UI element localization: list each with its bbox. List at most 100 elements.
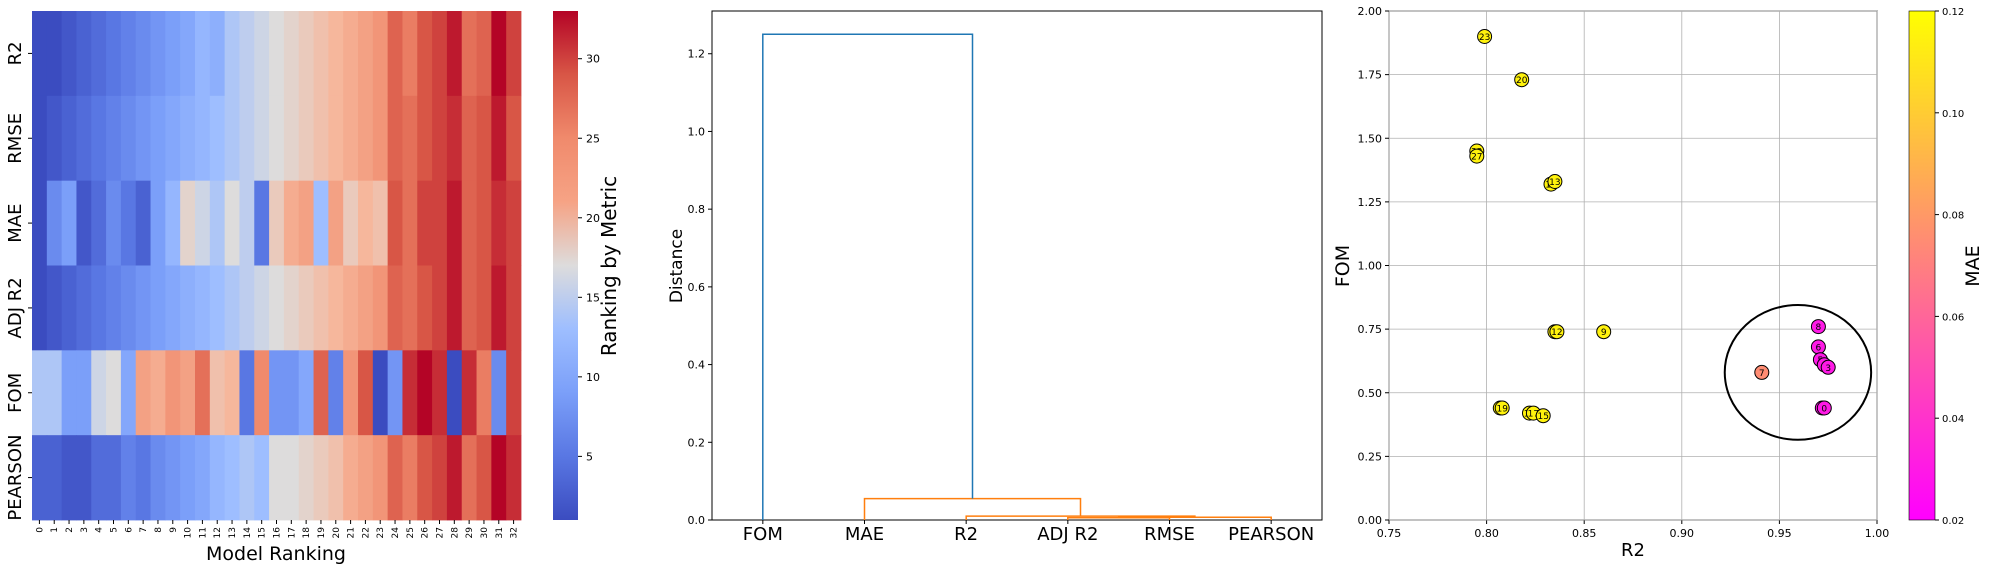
heatmap-col-label: 29 xyxy=(465,527,475,539)
heatmap-cell xyxy=(328,180,344,266)
heatmap-cell xyxy=(461,350,477,436)
heatmap-cell xyxy=(432,180,448,266)
heatmap-cell xyxy=(61,265,77,351)
scatter-point xyxy=(1549,324,1565,340)
heatmap-cell xyxy=(76,265,92,351)
heatmap-cell xyxy=(298,435,314,521)
heatmap-cell xyxy=(506,180,522,266)
scatter-point-label: 8 xyxy=(1816,323,1822,333)
scatter-colorbar-tick-label: 0.08 xyxy=(1942,211,1964,222)
heatmap-cell xyxy=(91,265,107,351)
heatmap-cell xyxy=(224,265,240,351)
heatmap-col-label: 5 xyxy=(110,527,120,533)
heatmap-cell xyxy=(150,265,166,351)
scatter-point xyxy=(1810,319,1826,335)
heatmap-cell xyxy=(61,350,77,436)
heatmap-cell xyxy=(269,350,285,436)
heatmap-cell xyxy=(402,11,418,97)
scatter-point-label: 0 xyxy=(1821,405,1827,415)
dendrogram-y-tick-label: 1.0 xyxy=(688,125,706,138)
scatter-point xyxy=(1547,174,1563,189)
heatmap-cell xyxy=(254,265,270,351)
heatmap-cell xyxy=(343,350,359,436)
heatmap-col-label: 26 xyxy=(421,527,431,539)
heatmap-cell xyxy=(432,11,448,97)
heatmap-cell xyxy=(446,350,463,436)
heatmap-cell xyxy=(135,265,151,351)
heatmap-cell xyxy=(224,350,240,436)
heatmap-cell xyxy=(46,95,63,182)
dendrogram-leaf-label: R2 xyxy=(954,524,978,545)
heatmap-cell xyxy=(209,350,226,436)
scatter-x-axis-label: R2 xyxy=(1621,540,1645,561)
heatmap-cell xyxy=(106,350,122,436)
heatmap-cell xyxy=(417,435,433,521)
heatmap-cell xyxy=(372,11,389,97)
heatmap-cell xyxy=(120,350,137,436)
heatmap-cell xyxy=(135,435,151,521)
heatmap-cell xyxy=(32,350,48,436)
heatmap-col-label: 25 xyxy=(406,527,416,538)
heatmap-cell xyxy=(224,95,240,182)
scatter-y-tick-label: 1.00 xyxy=(1358,260,1383,273)
heatmap-cell xyxy=(358,350,374,436)
heatmap-cell xyxy=(135,180,151,266)
heatmap-cell xyxy=(298,11,314,97)
heatmap-cell xyxy=(402,180,418,266)
heatmap-cell xyxy=(180,95,196,182)
scatter-colorbar-label: MAE xyxy=(1962,245,1984,286)
heatmap-cell xyxy=(165,95,181,182)
heatmap-cell xyxy=(32,95,48,182)
heatmap-cell xyxy=(358,95,374,182)
heatmap-cell xyxy=(254,435,270,521)
heatmap-colorbar: 5 10 15 20 25 30 xyxy=(553,11,600,520)
heatmap-cell xyxy=(32,11,48,97)
heatmap-cell xyxy=(328,435,344,521)
heatmap-cell xyxy=(239,435,255,521)
heatmap-col-label: 8 xyxy=(154,527,164,533)
heatmap-col-label: 9 xyxy=(169,527,179,533)
dendrogram-plot-frame xyxy=(711,10,1323,521)
heatmap-cell xyxy=(432,350,448,436)
heatmap-cell xyxy=(269,435,285,521)
heatmap-cell xyxy=(491,265,507,351)
heatmap-cell xyxy=(313,11,329,97)
scatter-point xyxy=(1820,359,1836,375)
heatmap-row-label: RMSE xyxy=(5,113,26,164)
heatmap-cell xyxy=(180,265,196,351)
heatmap-cell xyxy=(269,180,285,266)
heatmap-col-label: 2 xyxy=(65,527,75,533)
scatter-x-tick-label: 1.00 xyxy=(1865,527,1890,540)
heatmap-cell xyxy=(254,95,270,182)
heatmap-cell xyxy=(195,11,211,97)
heatmap-row-label: ADJ R2 xyxy=(5,277,26,338)
dendrogram-y-tick-label: 0.6 xyxy=(688,281,706,294)
scatter-point-label: 6 xyxy=(1816,343,1822,353)
heatmap-cell xyxy=(120,265,137,351)
heatmap-col-label: 30 xyxy=(480,527,490,539)
scatter-chart: 0.75 0.80 0.85 0.90 0.95 1.00 0.00 0.25 0.50 0.75… xyxy=(1358,5,1890,540)
heatmap-cell xyxy=(120,95,137,182)
heatmap-cell xyxy=(328,95,344,182)
heatmap-cell xyxy=(239,350,255,436)
heatmap-cell xyxy=(106,95,122,182)
heatmap-cell xyxy=(76,11,92,97)
heatmap-cell xyxy=(269,11,285,97)
scatter-cluster-ellipse xyxy=(1723,303,1873,441)
heatmap-col-label: 0 xyxy=(35,527,45,533)
heatmap-col-label: 19 xyxy=(317,527,327,539)
dendrogram-y-tick-label: 0.2 xyxy=(688,436,706,449)
heatmap-cell xyxy=(372,95,389,182)
heatmap-cell xyxy=(32,435,48,521)
heatmap-col-label: 15 xyxy=(258,527,268,538)
scatter-x-tick-label: 0.75 xyxy=(1377,527,1402,540)
scatter-point xyxy=(1477,29,1493,44)
heatmap-cell xyxy=(254,350,270,436)
heatmap-cell xyxy=(343,435,359,521)
scatter-point-label: 13 xyxy=(1549,178,1560,188)
scatter-y-tick-label: 2.00 xyxy=(1358,5,1383,18)
heatmap-col-label: 14 xyxy=(243,527,253,539)
heatmap-cell xyxy=(506,11,522,97)
heatmap-cell xyxy=(165,180,181,266)
